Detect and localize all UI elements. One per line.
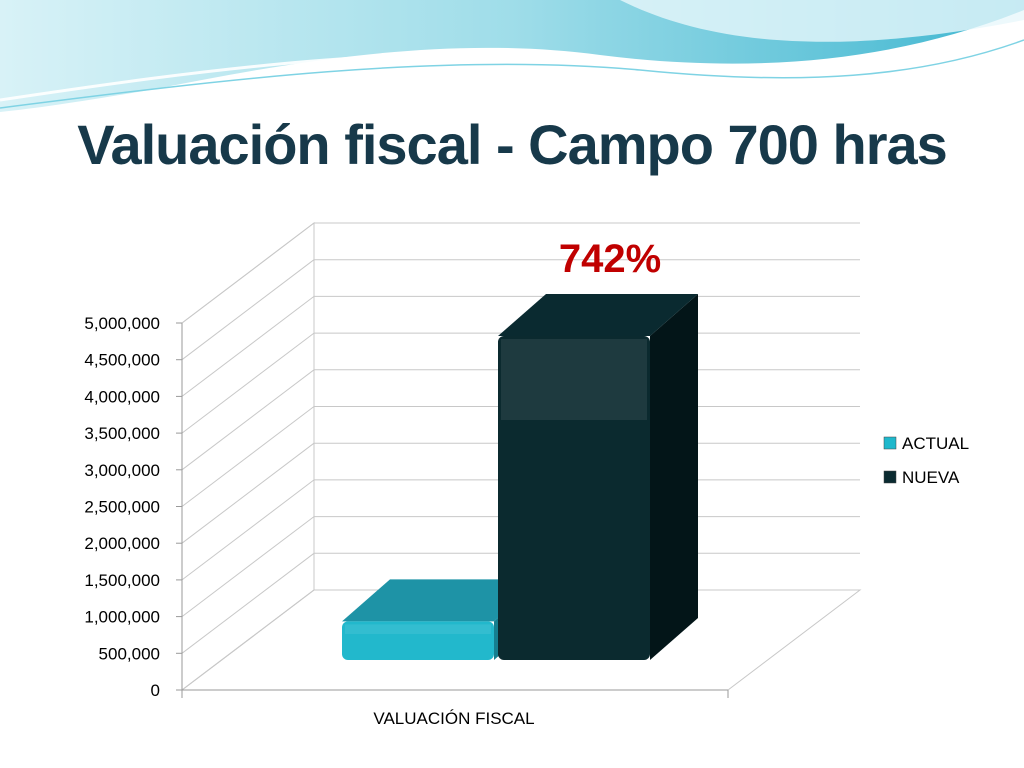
bar-front-face xyxy=(498,336,650,660)
gridline-side xyxy=(181,332,315,434)
bar-side-face xyxy=(650,294,698,660)
y-tick-label: 3,500,000 xyxy=(84,424,160,443)
legend-label: NUEVA xyxy=(902,468,960,487)
slide-title: Valuación fiscal - Campo 700 hras xyxy=(77,113,948,176)
x-category-label: VALUACIÓN FISCAL xyxy=(373,709,534,728)
bar-top-face xyxy=(498,294,698,336)
gridline-side xyxy=(181,552,315,654)
bar-highlight xyxy=(345,624,491,635)
legend-item-nueva: NUEVA xyxy=(883,468,960,487)
gridline-side xyxy=(181,222,315,324)
gridline-side xyxy=(181,259,315,361)
x-axis: VALUACIÓN FISCAL xyxy=(181,689,729,728)
y-tick-label: 4,000,000 xyxy=(84,387,160,406)
gridline-side xyxy=(181,479,315,581)
y-tick-label: 500,000 xyxy=(99,644,160,663)
gridline-side xyxy=(181,442,315,544)
gridline-side xyxy=(181,516,315,617)
legend-swatch xyxy=(883,436,897,450)
y-tick-label: 0 xyxy=(151,681,160,700)
legend-swatch xyxy=(883,470,897,484)
percent-annotation: 742% xyxy=(559,237,661,281)
bar-top-face xyxy=(342,579,542,622)
gridline-side xyxy=(181,589,315,691)
chart-legend: ACTUAL NUEVA xyxy=(883,434,969,487)
gridline-side xyxy=(181,296,315,397)
gridline-side xyxy=(181,406,315,507)
chart-bars xyxy=(342,294,698,660)
y-tick-label: 2,500,000 xyxy=(84,498,160,517)
y-tick-label: 2,000,000 xyxy=(84,534,160,553)
legend-item-actual: ACTUAL xyxy=(883,434,969,453)
y-tick-label: 1,500,000 xyxy=(84,571,160,590)
y-tick-label: 4,500,000 xyxy=(84,351,160,370)
y-tick-label: 1,000,000 xyxy=(84,608,160,627)
y-tick-label: 3,000,000 xyxy=(84,461,160,480)
bar-actual xyxy=(342,579,542,660)
header-wave-decoration xyxy=(0,0,1024,112)
bar-front-face xyxy=(342,621,494,660)
y-axis: 0 500,000 1,000,000 1,500,000 2,000,000 2,500… xyxy=(84,314,183,700)
gridline-side xyxy=(181,369,315,471)
legend-label: ACTUAL xyxy=(902,434,969,453)
bar-nueva xyxy=(498,294,698,660)
bar-highlight xyxy=(501,339,647,420)
y-tick-label: 5,000,000 xyxy=(84,314,160,333)
